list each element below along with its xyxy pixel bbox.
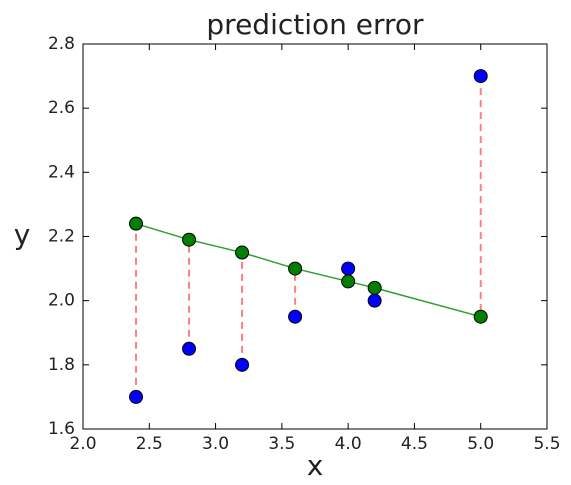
y-tick-label: 2.6 <box>48 98 75 118</box>
point <box>288 309 303 324</box>
plot-frame <box>82 43 548 430</box>
point <box>182 341 197 356</box>
x-tick-label: 5.0 <box>467 434 494 454</box>
x-tick-label: 2.0 <box>69 434 96 454</box>
point <box>235 357 250 372</box>
point <box>367 280 382 295</box>
y-tick-label: 2.8 <box>48 34 75 54</box>
x-tick-label: 5.5 <box>533 434 560 454</box>
x-tick-label: 4.0 <box>335 434 362 454</box>
x-tick-label: 2.5 <box>136 434 163 454</box>
y-tick-label: 2.4 <box>48 162 75 182</box>
point <box>288 261 303 276</box>
point <box>473 69 488 84</box>
point <box>473 309 488 324</box>
point <box>341 274 356 289</box>
y-tick-label: 2.2 <box>48 227 75 247</box>
x-axis-label: x <box>307 449 324 482</box>
point <box>367 293 382 308</box>
point <box>182 232 197 247</box>
point <box>129 389 144 404</box>
y-tick-label: 1.8 <box>48 355 75 375</box>
point <box>129 216 144 231</box>
point <box>235 245 250 260</box>
y-axis-label: y <box>14 218 31 251</box>
x-tick-label: 3.0 <box>202 434 229 454</box>
point <box>341 261 356 276</box>
y-tick-label: 2.0 <box>48 291 75 311</box>
y-tick-label: 1.6 <box>48 419 75 439</box>
x-tick-label: 4.5 <box>401 434 428 454</box>
chart-title: prediction error <box>206 8 424 41</box>
x-tick-label: 3.5 <box>268 434 295 454</box>
